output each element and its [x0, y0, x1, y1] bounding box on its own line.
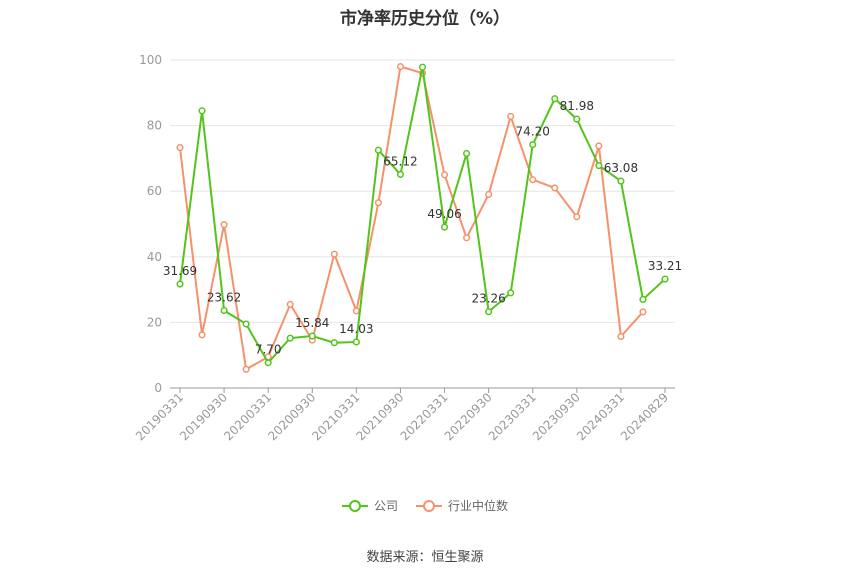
data-point: [220, 221, 228, 229]
data-point: [176, 280, 184, 288]
data-point: [286, 334, 294, 342]
data-point: [220, 306, 228, 315]
legend: 公司 行业中位数: [0, 497, 850, 514]
y-tick-label: 60: [147, 184, 162, 198]
y-tick-label: 0: [154, 381, 162, 395]
data-label: 23.62: [207, 291, 241, 305]
data-label: 7.70: [255, 343, 282, 357]
data-point: [308, 332, 316, 340]
data-point: [573, 213, 581, 221]
data-label: 49.06: [427, 207, 461, 221]
data-point: [440, 223, 449, 231]
data-point: [352, 307, 360, 315]
data-point: [463, 149, 471, 158]
data-point: [176, 144, 184, 152]
data-point: [374, 199, 382, 207]
data-point: [242, 320, 250, 328]
data-label: 31.69: [163, 264, 197, 278]
data-point: [551, 184, 559, 192]
data-label: 14.03: [339, 322, 373, 336]
y-tick-label: 20: [147, 315, 162, 329]
data-point: [485, 308, 493, 316]
data-point: [485, 190, 493, 199]
data-point: [529, 176, 537, 184]
y-tick-label: 100: [139, 53, 162, 67]
legend-label-company: 公司: [373, 499, 398, 513]
data-label: 63.08: [604, 161, 638, 175]
data-label: 33.21: [648, 259, 682, 273]
data-source: 数据来源：恒生聚源: [366, 550, 484, 565]
data-point: [639, 308, 647, 316]
data-point: [463, 234, 471, 242]
data-point: [639, 295, 647, 303]
data-label: 74.20: [516, 125, 550, 139]
x-tick-label: 20240829: [618, 390, 671, 443]
data-label: 65.12: [383, 154, 417, 168]
legend-swatch-industry-icon: [416, 499, 442, 512]
chart-title: 市净率历史分位（%）: [339, 9, 511, 29]
data-point: [374, 146, 382, 154]
data-point: [617, 177, 625, 185]
data-point: [529, 141, 537, 149]
data-point: [418, 63, 427, 71]
y-tick-label: 40: [147, 250, 162, 264]
data-point: [595, 162, 603, 170]
legend-item-industry-median[interactable]: 行业中位数: [416, 497, 508, 514]
data-label: 15.84: [295, 316, 329, 330]
data-point: [551, 95, 559, 103]
data-point: [440, 171, 449, 179]
data-label: 81.98: [560, 99, 594, 113]
data-point: [507, 289, 515, 297]
data-point: [396, 170, 405, 178]
series-line: [179, 65, 644, 371]
data-point: [264, 359, 272, 367]
y-tick-label: 80: [147, 119, 162, 133]
data-point: [595, 142, 603, 150]
data-point: [330, 339, 338, 347]
data-point: [352, 338, 360, 346]
data-point: [198, 331, 206, 339]
legend-swatch-company-icon: [341, 499, 368, 512]
legend-item-company[interactable]: 公司: [341, 497, 398, 514]
data-point: [396, 63, 405, 71]
data-point: [661, 275, 669, 283]
data-point: [198, 107, 206, 115]
data-point: [242, 365, 250, 373]
legend-label-industry-median: 行业中位数: [448, 499, 509, 513]
data-point: [617, 332, 625, 341]
data-point: [573, 115, 581, 123]
data-label: 23.26: [471, 292, 505, 306]
data-point: [507, 112, 515, 120]
data-point: [286, 300, 294, 308]
data-point: [330, 250, 338, 258]
